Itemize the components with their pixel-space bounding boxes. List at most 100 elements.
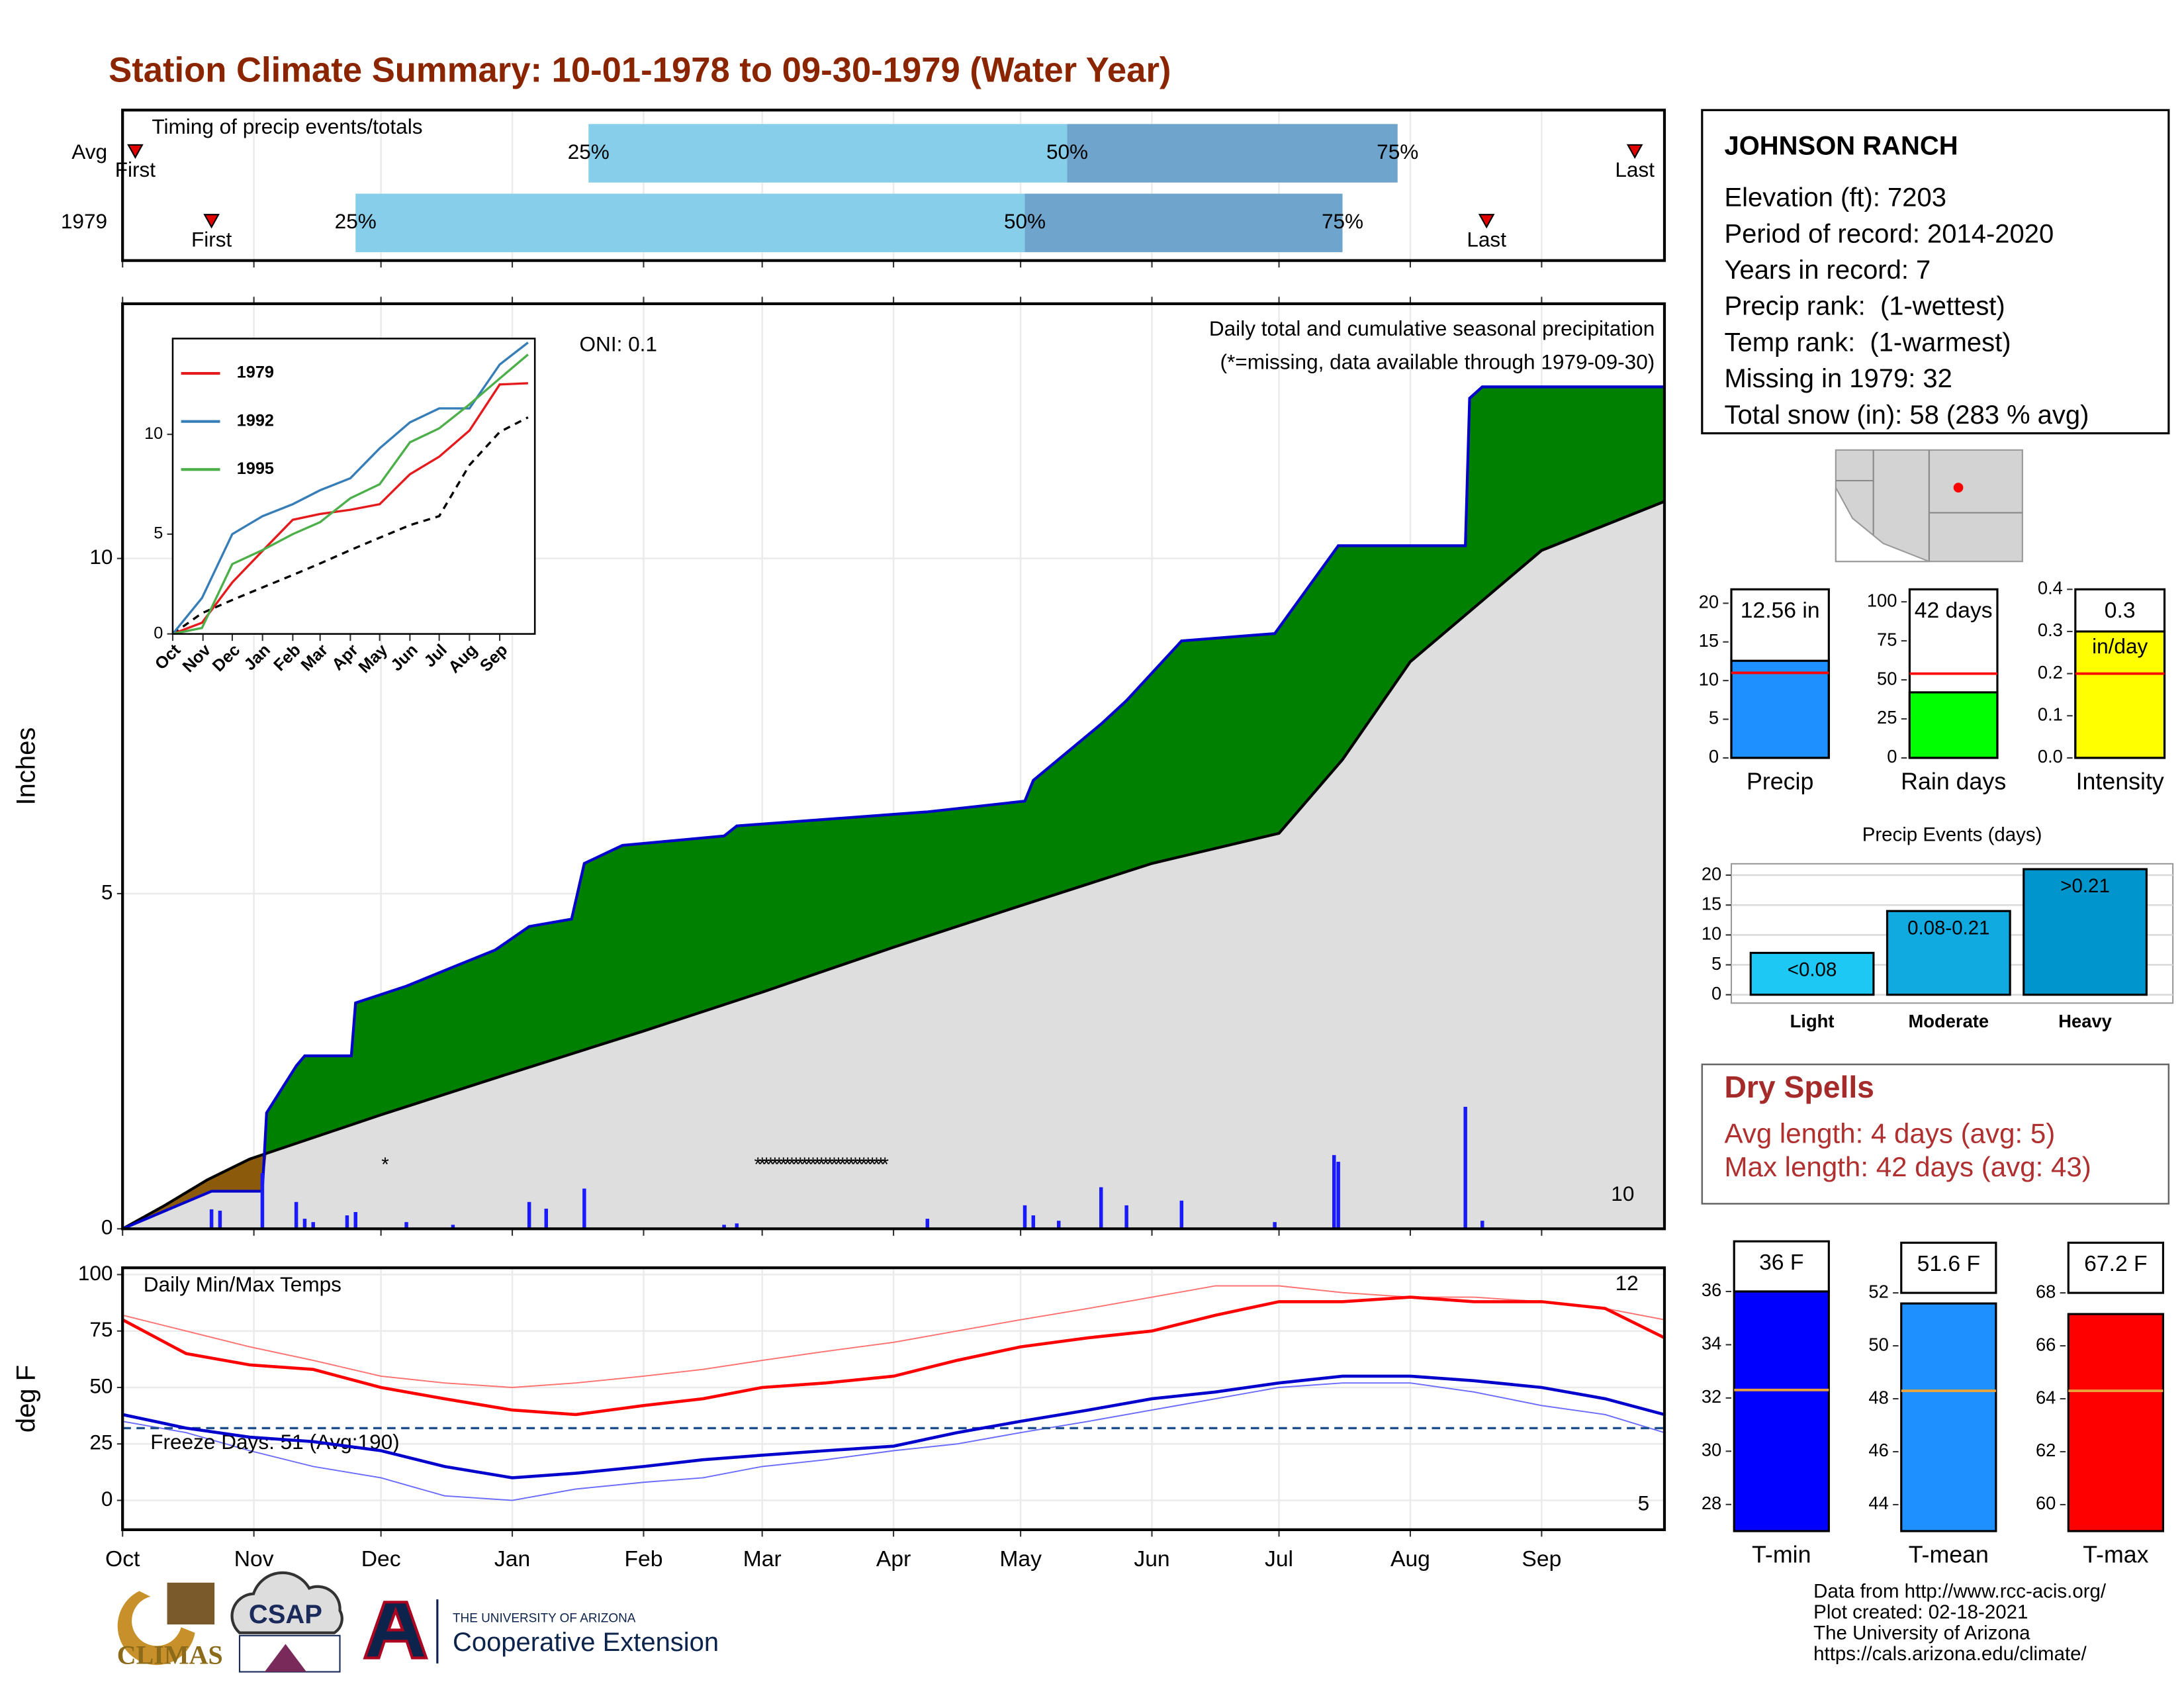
station-line: Years in record: 7 xyxy=(1724,256,1931,285)
first-label: First xyxy=(191,227,232,251)
legend-label: 1992 xyxy=(237,411,274,430)
panel xyxy=(172,338,535,634)
y-tick-label: 62 xyxy=(2036,1440,2056,1460)
freeze-label: Freeze Days: 51 (Avg:190) xyxy=(150,1430,399,1454)
bar xyxy=(1886,910,2011,996)
category-label: T-max xyxy=(2083,1541,2148,1568)
missing-marker: * xyxy=(758,1154,766,1176)
y-axis-label: Inches xyxy=(12,727,41,806)
x-tick-label: Dec xyxy=(361,1547,401,1571)
series-line xyxy=(171,342,529,635)
missing-marker: * xyxy=(831,1154,838,1176)
plot-frame xyxy=(121,302,1666,1231)
logos: CLIMAS CSAP THE UNIVERSITY OF ARIZONA Co… xyxy=(117,1571,719,1673)
y-tick-label: 52 xyxy=(1868,1281,1888,1301)
average-line xyxy=(122,500,1665,1231)
daily-bar xyxy=(311,1222,315,1229)
category-label: T-min xyxy=(1752,1541,1811,1568)
value-label: 51.6 F xyxy=(1917,1252,1980,1276)
value-label: 67.2 F xyxy=(2084,1252,2147,1276)
footer-line: Plot created: 02-18-2021 xyxy=(1813,1601,2028,1623)
climas-icon xyxy=(117,1591,195,1665)
y-tick-label: 5 xyxy=(1711,953,1721,974)
daily-bar xyxy=(1056,1221,1061,1229)
first-label: First xyxy=(115,158,156,181)
quantile-label: 75% xyxy=(1322,209,1363,233)
y-tick-label: 28 xyxy=(1702,1493,1721,1513)
daily-bar xyxy=(722,1225,726,1229)
category-label: Precip xyxy=(1747,768,1813,794)
bar xyxy=(1730,659,1830,759)
y-tick-label: 0 xyxy=(101,1215,113,1239)
x-tick-label: Aug xyxy=(1390,1547,1430,1571)
missing-marker: * xyxy=(776,1154,783,1176)
daily-bar xyxy=(582,1188,586,1229)
plot-frame xyxy=(121,1266,1666,1531)
last-label: Last xyxy=(1467,227,1506,251)
station-line: Elevation (ft): 7203 xyxy=(1724,183,1946,212)
y-axis-label: deg F xyxy=(12,1365,41,1432)
y-tick-label: 36 xyxy=(1702,1280,1721,1300)
missing-marker: * xyxy=(856,1154,863,1176)
y-tick-label: 0 xyxy=(1709,746,1719,767)
bar xyxy=(1900,1302,1997,1532)
daily-bar xyxy=(735,1223,739,1229)
missing-marker: * xyxy=(822,1154,829,1176)
series-line xyxy=(122,1374,1665,1479)
y-tick-label: 5 xyxy=(1709,708,1719,728)
y-tick-label: 50 xyxy=(1868,1334,1888,1354)
map-borders xyxy=(1835,449,2023,563)
category-label: Intensity xyxy=(2076,768,2164,794)
bar xyxy=(1749,951,1875,996)
y-tick-label: 75 xyxy=(89,1317,113,1341)
y-tick-label: 10 xyxy=(1699,669,1719,689)
daily-bar xyxy=(209,1209,214,1229)
x-tick-label: Feb xyxy=(624,1547,662,1571)
annotation: 12 xyxy=(1615,1271,1639,1295)
x-tick-label: Jul xyxy=(1265,1547,1293,1571)
missing-marker: * xyxy=(839,1154,846,1176)
y-tick-label: 50 xyxy=(89,1374,113,1397)
row-label: Avg xyxy=(71,140,107,164)
legend-label: 1979 xyxy=(237,363,274,382)
y-tick-label: 5 xyxy=(154,524,163,543)
plot-frame xyxy=(171,338,536,635)
daily-bar xyxy=(1480,1221,1484,1229)
dry-spells-title: Dry Spells xyxy=(1724,1070,1874,1104)
missing-marker: * xyxy=(813,1154,821,1176)
x-tick-label: May xyxy=(999,1547,1042,1571)
quantile-label: 75% xyxy=(1377,140,1418,164)
bar xyxy=(2023,868,2148,996)
page-title: Station Climate Summary: 10-01-1978 to 0… xyxy=(109,50,1171,89)
label-box xyxy=(1733,1240,1830,1293)
panel-title: Timing of precip events/totals xyxy=(152,115,422,138)
daily-bar xyxy=(544,1208,548,1229)
y-tick-label: 5 xyxy=(101,880,113,904)
missing-marker: * xyxy=(805,1154,812,1176)
y-tick-label: 10 xyxy=(1702,923,1721,944)
y-tick-label: 15 xyxy=(1702,893,1721,914)
quantile-label: 25% xyxy=(335,209,377,233)
ua-logo xyxy=(363,1601,428,1660)
missing-marker: * xyxy=(818,1154,825,1176)
average-line xyxy=(171,416,529,635)
chart-title: Daily total and cumulative seasonal prec… xyxy=(1209,316,1655,340)
missing-marker: * xyxy=(864,1154,872,1176)
y-tick-label: 100 xyxy=(78,1261,113,1285)
dry-spells-line: Avg length: 4 days (avg: 5) xyxy=(1724,1117,2055,1149)
legend-label: 1995 xyxy=(237,459,274,478)
category-label: Light xyxy=(1790,1011,1835,1031)
missing-marker: * xyxy=(860,1154,868,1176)
last-marker xyxy=(1478,214,1495,229)
cumulative-line xyxy=(122,385,1664,1231)
row-label: 1979 xyxy=(61,209,107,233)
quantile-span xyxy=(355,193,1025,252)
missing-marker: * xyxy=(780,1154,787,1176)
value-label: 36 F xyxy=(1759,1250,1803,1275)
dry-spells-line: Max length: 42 days (avg: 43) xyxy=(1724,1151,2091,1182)
plot-frame xyxy=(121,109,1666,262)
missing-marker: * xyxy=(784,1154,791,1176)
missing-marker: * xyxy=(771,1154,778,1176)
y-tick-label: 50 xyxy=(1877,668,1897,688)
missing-marker: * xyxy=(788,1154,796,1176)
